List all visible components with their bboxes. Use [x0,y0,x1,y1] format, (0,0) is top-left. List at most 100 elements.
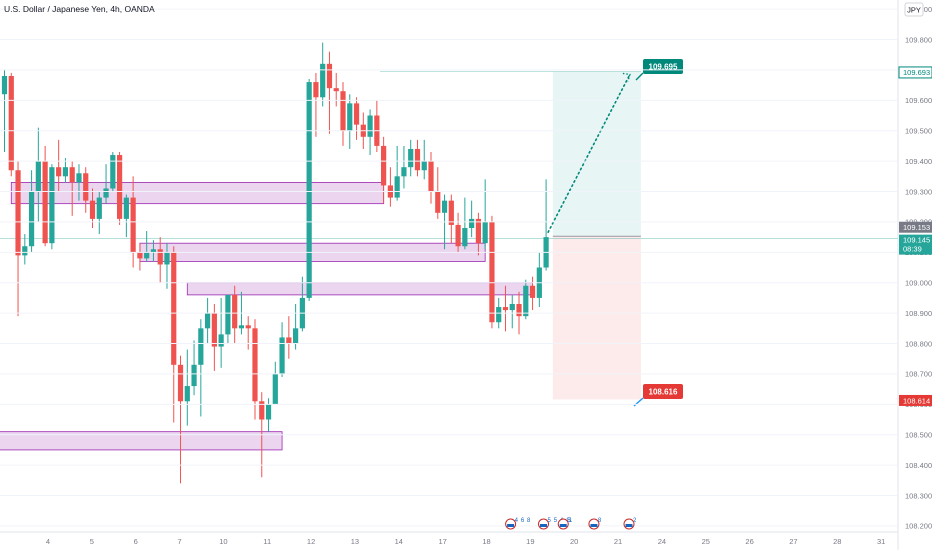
candle-body [320,63,326,98]
candle-body [529,285,536,298]
candle-body [198,328,204,365]
candle-body [123,197,129,219]
currency-button-frame [904,2,924,17]
time-tick-label: 20 [570,537,578,546]
candle-body [408,148,414,168]
event-count: 11 [566,518,573,524]
events-layer: 46855411582 [505,518,637,530]
supply-demand-zone [186,282,533,296]
time-tick-label: 27 [789,537,797,546]
profit-target-area [552,71,641,237]
candle-body [232,294,238,329]
target-price-tag-frame [898,66,932,79]
candle-body [49,167,55,244]
time-tick-label: 12 [307,537,315,546]
candle-body [401,167,407,177]
time-tick-label: 18 [482,537,490,546]
candle-body [523,285,529,317]
candle-body [116,155,123,219]
candle-body [448,200,454,225]
time-tick-label: 19 [526,537,534,546]
candle-body [306,82,312,298]
candle-body [191,364,197,387]
candle-body [340,91,346,131]
price-tick-label: 109.600 [905,96,932,105]
candle-body [83,173,89,201]
candle-body [205,313,211,329]
candle-body [293,328,299,344]
event-count: 5 [554,518,558,524]
candle-body [218,334,224,347]
price-tick-label: 108.900 [905,309,932,318]
flag-stripe [559,524,567,527]
supply-demand-zone [10,181,385,205]
candle-body [184,386,190,402]
candle-body [8,76,14,171]
entry-price-tag-text: 109.153 [903,223,930,232]
price-tick-label: 108.700 [905,370,932,379]
candle-body [516,304,522,317]
candle-body [333,88,339,92]
candle-body [103,188,109,198]
time-tick-label: 24 [658,537,666,546]
candle-body [110,155,116,189]
candle-body [62,167,69,177]
candle-body [414,148,421,171]
currency-button[interactable]: JPY [904,2,924,17]
economic-event-icon: 2 [623,518,637,530]
price-tick-label: 108.400 [905,461,932,470]
candle-body [89,200,96,219]
time-tick-label: 10 [219,537,227,546]
candle-body [496,307,502,323]
candle-body [252,328,258,402]
time-tick-label: 17 [438,537,446,546]
flag-stripe [507,524,515,527]
economic-event-icon: 5 [557,518,571,530]
candle-body [130,197,136,253]
candle-body [286,337,292,344]
event-count: 6 [521,518,525,524]
candle-body [225,294,231,335]
time-tick-label: 11 [263,537,271,546]
time-axis[interactable]: y456710111213141718192021242526272831 [0,537,885,546]
supply-demand-zone [0,431,283,451]
time-tick-label: 26 [745,537,753,546]
time-tick-label: 6 [134,537,138,546]
candle-body [279,337,285,374]
candle-body [76,173,82,183]
candle-body [164,252,170,265]
stop-badge-box [643,384,683,399]
price-tick-label: 108.800 [905,339,932,348]
candle-body [1,76,8,95]
candle-body [137,252,143,259]
flag-stripe [590,524,598,527]
candle-body [144,252,150,259]
event-count: 2 [633,518,637,524]
candle-body [394,176,400,198]
candle-body [177,364,184,402]
candle-body [150,249,157,253]
candle-body [265,404,272,420]
currency-label: JPY [907,6,921,15]
candle-body [22,246,28,256]
candle-body [171,252,177,365]
candle-body [462,228,468,247]
target-price-tag-text: 109.693 [903,68,930,77]
time-tick-label: 4 [46,537,50,546]
candle-body [96,197,102,219]
candle-body [502,307,509,311]
candle-body [157,249,163,265]
candle-body [211,313,217,347]
event-count: 4 [515,518,519,524]
stop-price-tag-box [899,394,932,406]
price-tick-label: 109.300 [905,187,932,196]
candle-body [42,161,48,244]
target-badge-text: 109.695 [649,63,678,72]
candle-body [15,170,21,256]
economic-event-icon: 8 [588,518,602,530]
candle-body [245,325,251,329]
countdown-text: 08:39 [903,245,922,254]
